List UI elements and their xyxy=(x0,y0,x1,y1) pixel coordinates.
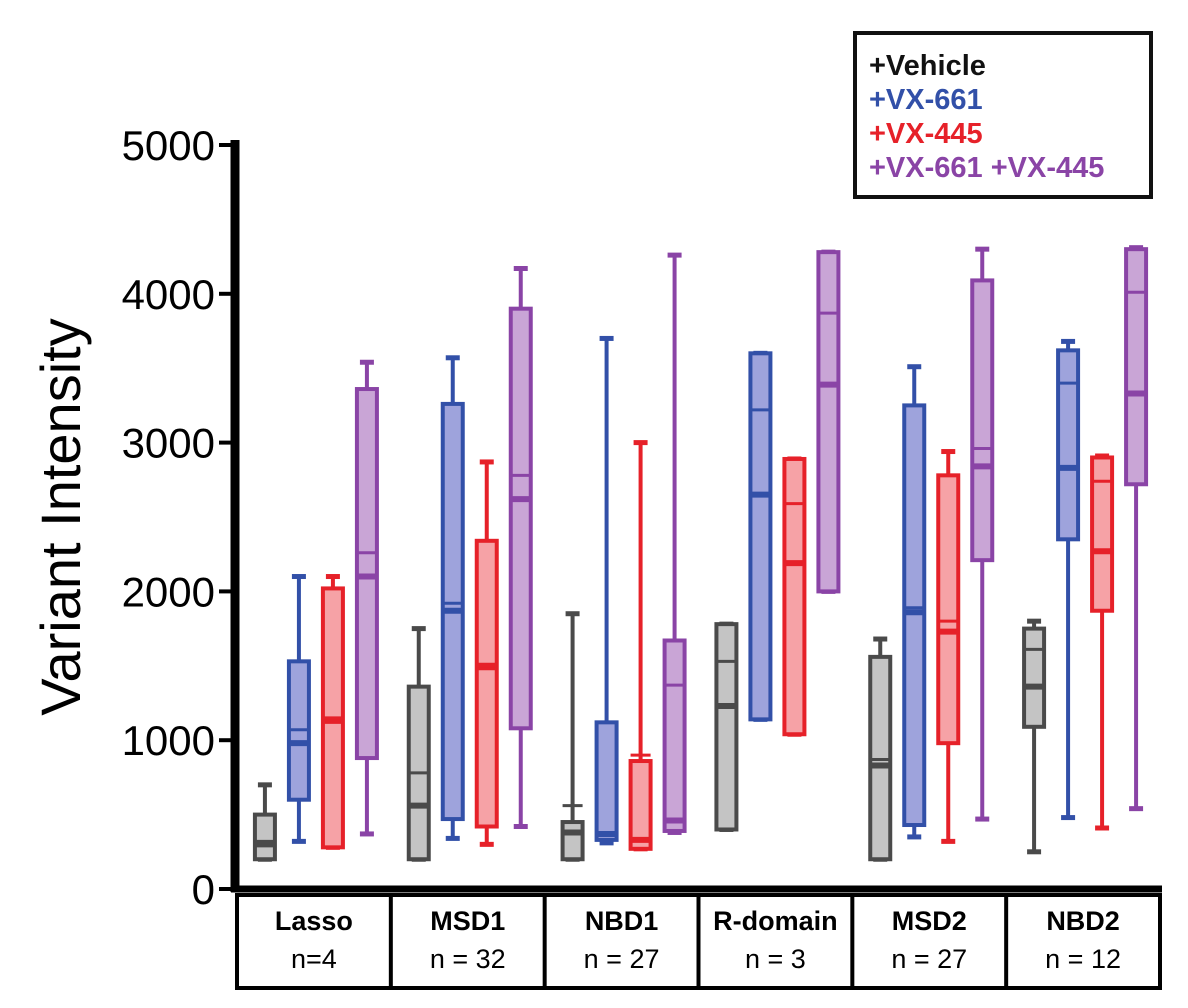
legend-entry-vehicle: +Vehicle xyxy=(869,50,986,82)
box-iqr xyxy=(970,278,995,563)
y-axis: 0 1000 2000 3000 4000 5000 xyxy=(122,122,1162,913)
box-iqr xyxy=(474,538,499,829)
box-iqr xyxy=(560,820,585,862)
box-msd1-4 xyxy=(508,266,533,830)
box-r-domain-2 xyxy=(748,350,773,722)
category-n-label: n = 32 xyxy=(430,944,506,974)
y-tick-label: 4000 xyxy=(122,271,215,318)
y-axis-label: Variant Intensity xyxy=(29,318,92,715)
category-n-label: n=4 xyxy=(291,944,337,974)
category-label: Lasso xyxy=(275,906,353,936)
box-iqr xyxy=(816,250,841,594)
box-msd1-2 xyxy=(440,355,465,841)
legend-entry-vx445: +VX-445 xyxy=(869,118,983,150)
category-label: NBD1 xyxy=(585,906,659,936)
box-nbd1-4 xyxy=(662,252,687,835)
box-r-domain-3 xyxy=(782,456,807,737)
box-lasso-1 xyxy=(252,782,277,862)
box-msd2-4 xyxy=(970,246,995,822)
box-nbd1-2 xyxy=(594,335,619,846)
legend-entry-vx661: +VX-661 xyxy=(869,84,983,116)
x-axis-category-table: Lasso n=4 MSD1 n = 32 NBD1 n = 27 R-domain n = … xyxy=(235,893,1162,990)
legend-entry-combination: +VX-661 +VX-445 xyxy=(869,152,1105,184)
category-n-label: n = 27 xyxy=(584,944,660,974)
box-nbd2-4 xyxy=(1124,245,1149,812)
category-n-label: n = 3 xyxy=(745,944,806,974)
box-nbd1-3 xyxy=(628,440,653,852)
box-iqr xyxy=(594,720,619,842)
category-label: MSD1 xyxy=(430,906,505,936)
box-iqr xyxy=(714,622,739,832)
box-msd2-1 xyxy=(868,636,893,862)
box-nbd1-1 xyxy=(560,611,585,862)
box-iqr xyxy=(748,351,773,722)
y-tick-label: 0 xyxy=(192,866,215,913)
box-iqr xyxy=(508,306,533,731)
y-tick-label: 5000 xyxy=(122,122,215,169)
box-plot-area xyxy=(252,245,1149,862)
category-n-label: n = 27 xyxy=(891,944,967,974)
category-label: R-domain xyxy=(713,906,838,936)
box-lasso-2 xyxy=(286,574,311,844)
box-iqr xyxy=(936,473,961,746)
category-label: MSD2 xyxy=(892,906,967,936)
box-iqr xyxy=(628,759,653,851)
box-iqr xyxy=(1124,247,1149,487)
box-iqr xyxy=(1090,455,1115,613)
box-msd2-2 xyxy=(902,364,927,840)
box-msd1-1 xyxy=(406,626,431,862)
y-tick-label: 1000 xyxy=(122,717,215,764)
box-msd2-3 xyxy=(936,449,961,844)
box-iqr xyxy=(1022,626,1047,729)
box-lasso-4 xyxy=(354,359,379,837)
category-label: NBD2 xyxy=(1046,906,1120,936)
y-tick-label: 2000 xyxy=(122,568,215,615)
box-lasso-3 xyxy=(320,574,345,850)
box-iqr xyxy=(252,812,277,862)
y-tick-label: 3000 xyxy=(122,420,215,467)
box-nbd2-3 xyxy=(1090,453,1115,831)
box-r-domain-1 xyxy=(714,621,739,832)
category-n-label: n = 12 xyxy=(1045,944,1121,974)
box-iqr xyxy=(782,456,807,737)
legend: +Vehicle +VX-661 +VX-445 +VX-661 +VX-445 xyxy=(853,31,1153,199)
box-msd1-3 xyxy=(474,459,499,847)
box-nbd2-2 xyxy=(1056,338,1081,821)
box-nbd2-1 xyxy=(1022,618,1047,855)
box-r-domain-4 xyxy=(816,249,841,594)
box-iqr xyxy=(662,638,687,833)
box-iqr xyxy=(1056,348,1081,542)
